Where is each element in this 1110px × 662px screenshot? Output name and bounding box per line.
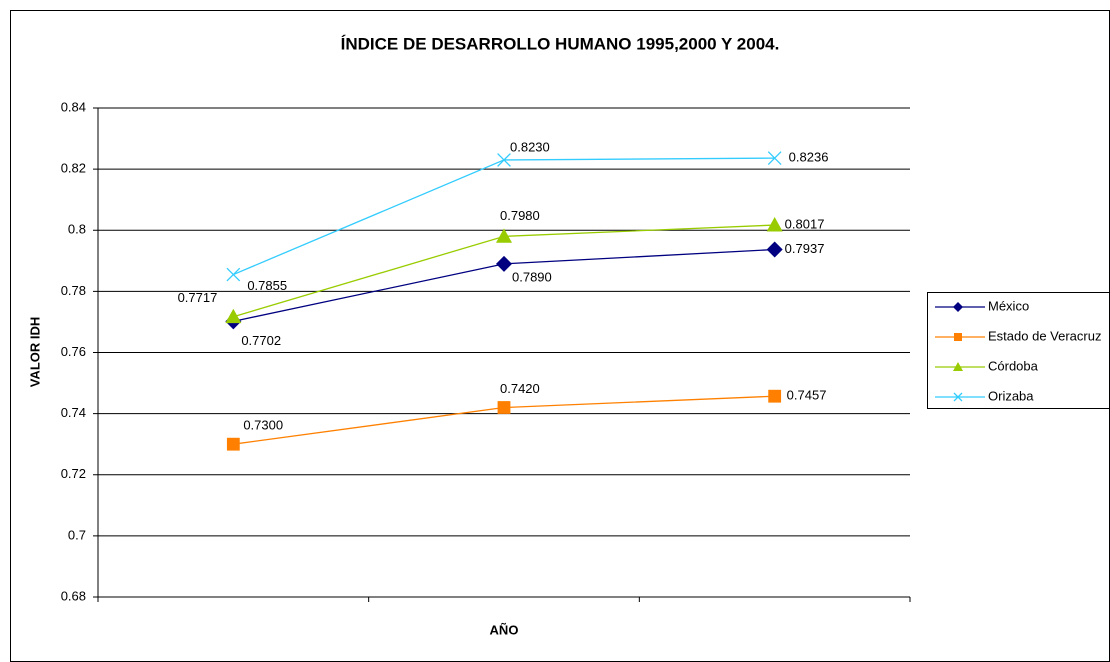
- data-label: 0.7717: [178, 290, 218, 305]
- y-tick-label: 0.78: [61, 283, 86, 298]
- data-label: 0.7937: [785, 241, 825, 256]
- data-point: [768, 389, 782, 403]
- data-label: 0.7890: [512, 269, 552, 284]
- data-point: [496, 255, 512, 272]
- legend-label: Estado de Veracruz: [988, 328, 1101, 343]
- data-label: 0.8230: [510, 139, 550, 154]
- data-point: [767, 151, 782, 165]
- data-label: 0.7702: [241, 333, 281, 348]
- x-axis-label: AÑO: [490, 622, 519, 637]
- data-point: [766, 241, 783, 258]
- y-tick-label: 0.74: [61, 405, 86, 420]
- legend-label: Orizaba: [988, 388, 1034, 403]
- y-tick-label: 0.8: [68, 222, 86, 237]
- legend-marker: [953, 362, 963, 371]
- y-tick-label: 0.84: [61, 99, 86, 114]
- y-tick-label: 0.72: [61, 466, 86, 481]
- legend-label: Córdoba: [988, 358, 1039, 373]
- y-tick-label: 0.7: [68, 527, 86, 542]
- data-point: [225, 308, 242, 324]
- y-tick-label: 0.68: [61, 588, 86, 603]
- legend-marker: [953, 392, 963, 402]
- data-point: [766, 217, 783, 232]
- data-label: 0.7457: [787, 388, 827, 403]
- data-point: [496, 228, 512, 243]
- data-label: 0.7855: [247, 278, 287, 293]
- legend-marker: [953, 302, 963, 312]
- data-label: 0.8017: [785, 216, 825, 231]
- data-point: [226, 267, 241, 282]
- data-label: 0.7420: [500, 381, 540, 396]
- chart-title: ÍNDICE DE DESARROLLO HUMANO 1995,2000 Y …: [341, 34, 780, 53]
- y-axis-label: VALOR IDH: [27, 317, 42, 388]
- y-tick-label: 0.76: [61, 344, 86, 359]
- legend-marker: [954, 333, 962, 341]
- data-label: 0.7980: [500, 208, 540, 223]
- legend-label: México: [988, 298, 1029, 313]
- data-point: [226, 437, 240, 451]
- chart-border: [10, 10, 1110, 662]
- data-point: [497, 153, 511, 167]
- data-label: 0.7300: [243, 418, 283, 433]
- y-tick-label: 0.82: [61, 161, 86, 176]
- data-point: [497, 401, 511, 414]
- data-label: 0.8236: [789, 150, 829, 165]
- legend-box: [927, 292, 1110, 409]
